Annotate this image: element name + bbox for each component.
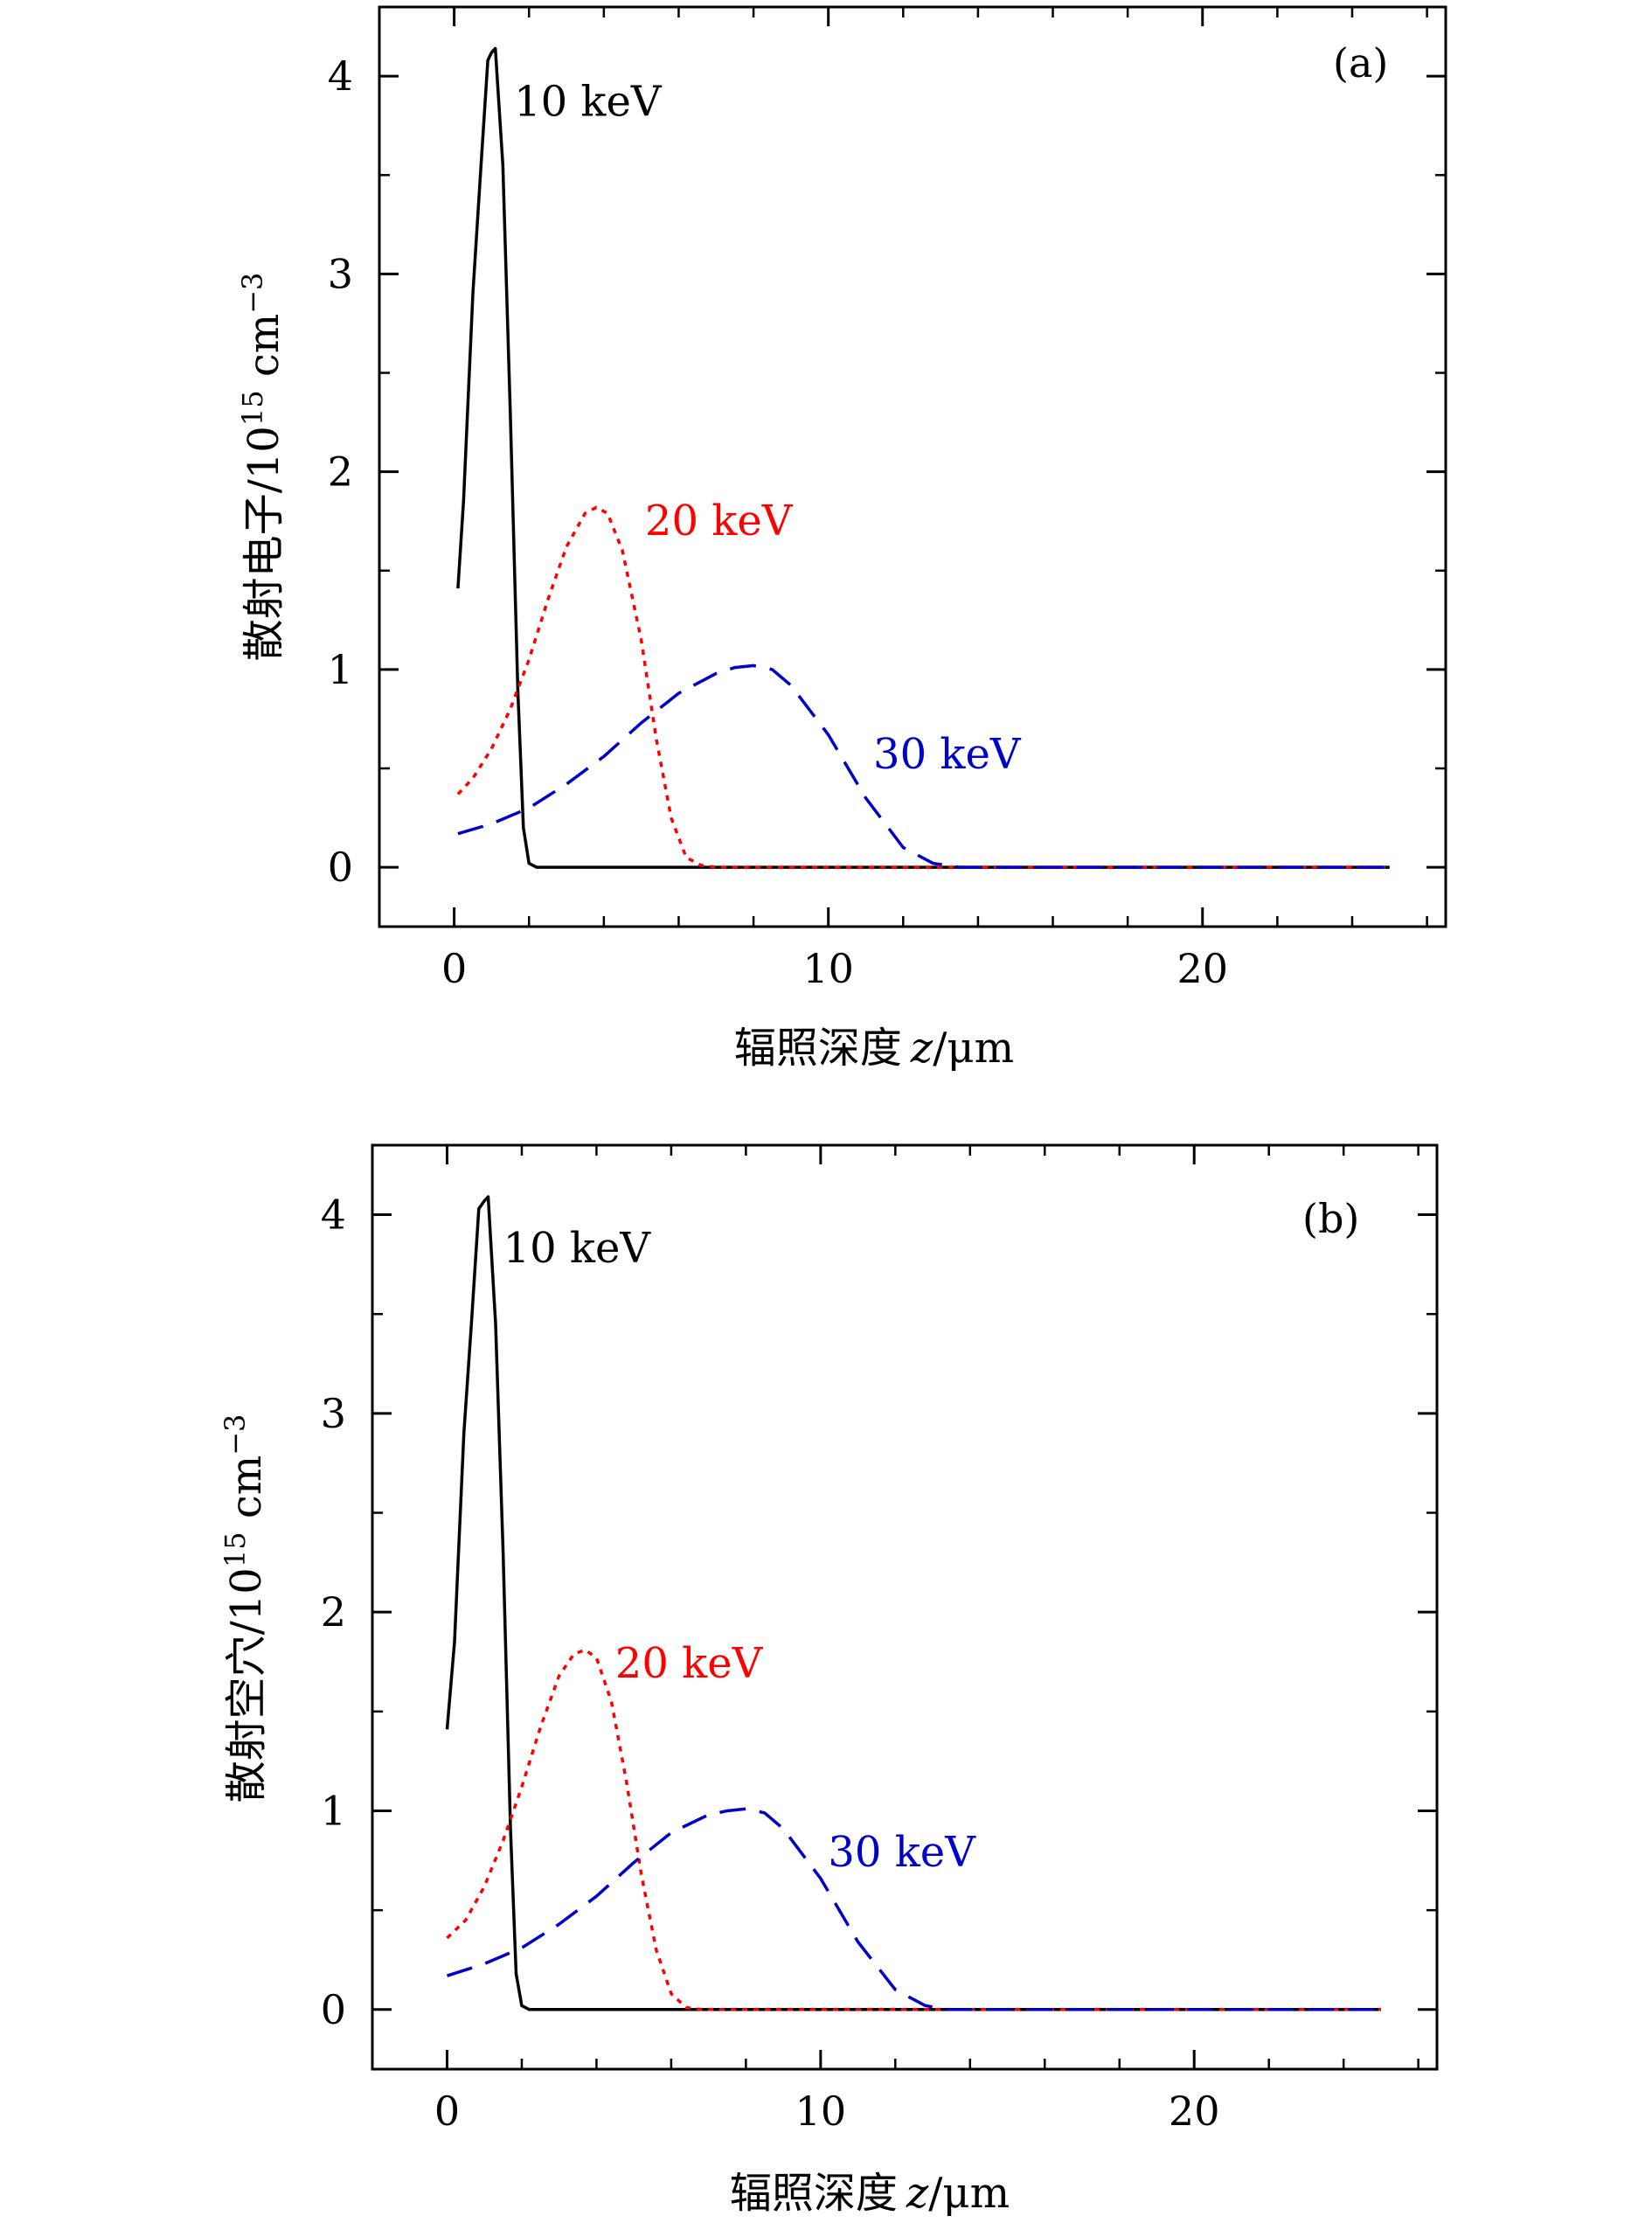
y-tick-label: 0	[328, 844, 353, 891]
x-axis-label-unit: /μm	[933, 1024, 1014, 1073]
y-axis: 0 1 2 3 4	[321, 1191, 1437, 2033]
y-axis-label-unit-exp: −3	[219, 1414, 252, 1455]
y-axis-label-exp: 15	[219, 1532, 252, 1567]
y-tick-label: 3	[321, 1390, 346, 1437]
y-axis-label-unit: cm	[239, 314, 288, 391]
series-line	[456, 46, 1390, 869]
x-axis: 0 10 20	[434, 1145, 1419, 2135]
series-line	[445, 1195, 1381, 2011]
series-line	[457, 663, 1390, 869]
x-tick-label: 10	[795, 2088, 847, 2135]
x-axis-label-var: z	[906, 2169, 929, 2218]
series-label: 30 keV	[873, 730, 1022, 779]
y-axis-label: 散射空穴/1015 cm−3	[219, 1414, 271, 1803]
y-axis-label-unit-exp: −3	[236, 273, 269, 314]
x-axis-label-var: z	[910, 1024, 934, 1073]
y-tick-label: 4	[328, 52, 353, 100]
y-tick-label: 3	[328, 250, 353, 297]
series-line	[446, 1807, 1381, 2011]
series-label: 20 keV	[615, 1639, 764, 1688]
series-label: 10 keV	[503, 1224, 652, 1273]
y-tick-label: 1	[321, 1787, 346, 1834]
y-axis: 0 1 2 3 4	[328, 52, 1446, 891]
x-tick-label: 20	[1169, 2088, 1220, 2135]
series-group: 10 keV 20 keV 30 keV	[456, 46, 1390, 869]
y-tick-label: 4	[321, 1191, 346, 1239]
y-axis-label-main: 散射空穴/10	[222, 1567, 271, 1803]
x-tick-label: 0	[441, 945, 467, 992]
y-axis-label-unit: cm	[222, 1455, 271, 1532]
series-label: 10 keV	[514, 77, 663, 126]
y-tick-label: 2	[328, 448, 353, 496]
panel-label: (b)	[1302, 1195, 1359, 1242]
x-axis: 0 10 20	[441, 7, 1428, 992]
y-axis-label: 散射电子/1015 cm−3	[236, 273, 288, 662]
x-tick-label: 10	[802, 945, 854, 992]
y-tick-label: 1	[328, 646, 353, 693]
plot-frame	[378, 5, 1447, 928]
x-tick-label: 0	[434, 2088, 460, 2135]
panel-label: (a)	[1333, 39, 1388, 87]
x-axis-label-main: 辐照深度	[730, 2169, 898, 2218]
y-tick-label: 0	[321, 1986, 346, 2033]
chart-panel-b: 0 1 2 3 4 0 10 20 10 keV 20 keV 30 keV (b) 辐照深度 z…	[219, 1143, 1439, 2218]
y-axis-label-main: 散射电子/10	[239, 426, 288, 661]
x-axis-label-unit: /μm	[928, 2169, 1010, 2218]
y-tick-label: 2	[321, 1588, 346, 1636]
series-line	[446, 1648, 1381, 2011]
series-label: 30 keV	[828, 1828, 976, 1877]
x-axis-label: 辐照深度 z/μm	[730, 2169, 1010, 2218]
chart-panel-a: 0 1 2 3 4 0 10 20 10 keV 20 keV 30 keV (a) 辐照深度 z…	[236, 5, 1447, 1073]
x-axis-label: 辐照深度 z/μm	[734, 1024, 1014, 1073]
plot-frame	[371, 1143, 1439, 2071]
series-group: 10 keV 20 keV 30 keV	[445, 1195, 1381, 2011]
x-axis-label-main: 辐照深度	[734, 1024, 902, 1073]
x-tick-label: 20	[1177, 945, 1228, 992]
series-line	[456, 505, 1390, 869]
y-axis-label-exp: 15	[236, 390, 269, 426]
series-label: 20 keV	[645, 497, 794, 545]
